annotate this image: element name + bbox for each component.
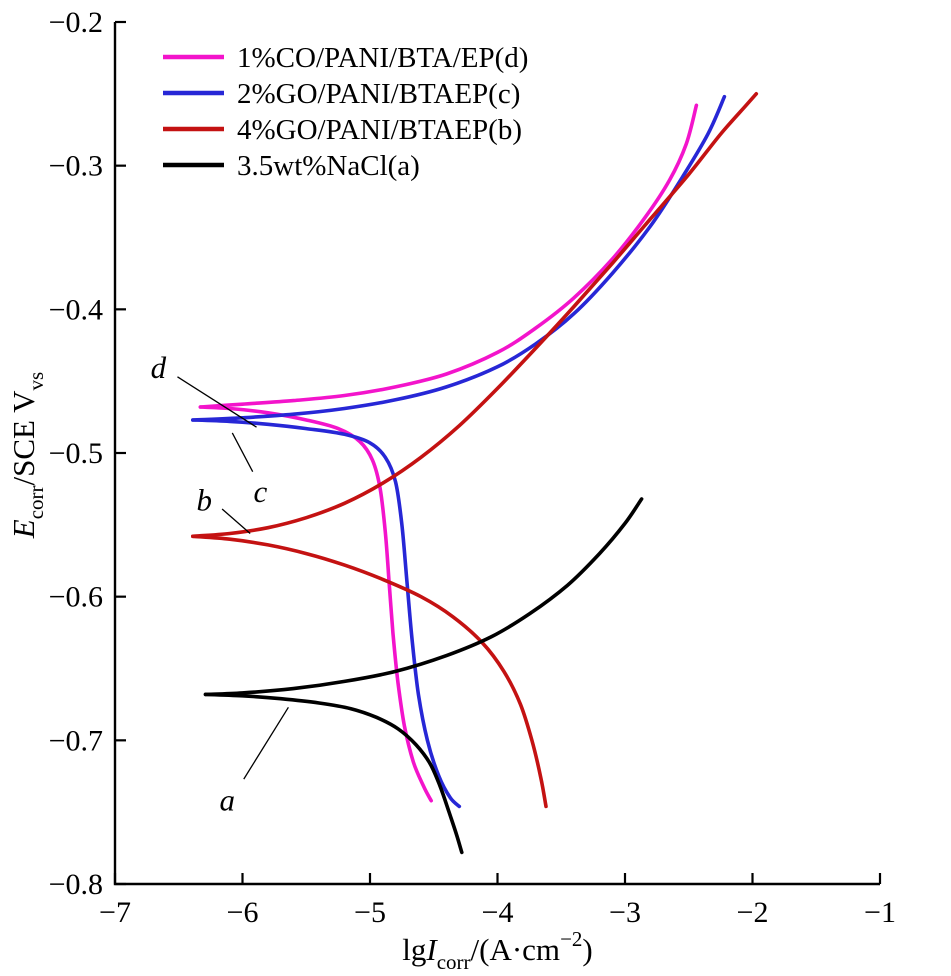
curve-d-cathodic [198,405,433,803]
y-tick-label: −0.2 [49,6,103,39]
annotation-leader-d [177,376,257,428]
y-tick-label: −0.4 [49,293,103,326]
y-tick-label: −0.8 [49,868,103,901]
annotation-label-d: d [151,350,167,385]
legend-label-c: 2%GO/PANI/BTAEP(c) [237,78,520,110]
x-tick-label: −6 [227,896,259,929]
x-tick-label: −7 [99,896,131,929]
legend-label-a: 3.5wt%NaCl(a) [237,150,420,182]
curve-b-cathodic [191,534,548,809]
annotation-label-c: c [253,474,267,509]
annotation-leader-b [221,508,251,534]
annotation-label-b: b [197,482,213,517]
legend-label-d: 1%CO/PANI/BTA/EP(d) [237,42,528,74]
x-tick-label: −2 [737,896,769,929]
x-tick-label: −1 [864,896,896,929]
legend: 1%CO/PANI/BTA/EP(d) 2%GO/PANI/BTAEP(c) 4%G… [163,42,528,182]
x-tick-label: −4 [482,896,514,929]
y-tick-label: −0.6 [49,581,103,614]
y-tick-label: −0.5 [49,437,103,470]
y-tick-label: −0.3 [49,150,103,183]
x-tick-label: −5 [354,896,386,929]
y-tick-label: −0.7 [49,724,103,757]
legend-label-b: 4%GO/PANI/BTAEP(b) [237,114,522,146]
annotation-label-a: a [219,783,235,818]
x-axis-title: lgIcorr/(A·cm−2) [402,927,592,974]
curve-a-cathodic [203,692,464,855]
x-tick-label: −3 [609,896,641,929]
curve-b-anodic [191,92,759,539]
annotation-leader-c [231,432,254,472]
y-axis-title: Ecorr/SCE Vvs [6,372,48,539]
curve-c-cathodic [191,418,462,809]
annotation-leader-a [243,706,289,780]
curve-c-anodic [191,94,727,422]
curve-a-anodic [203,497,644,697]
axes-frame [113,22,880,886]
curve-d-anodic [198,103,699,409]
